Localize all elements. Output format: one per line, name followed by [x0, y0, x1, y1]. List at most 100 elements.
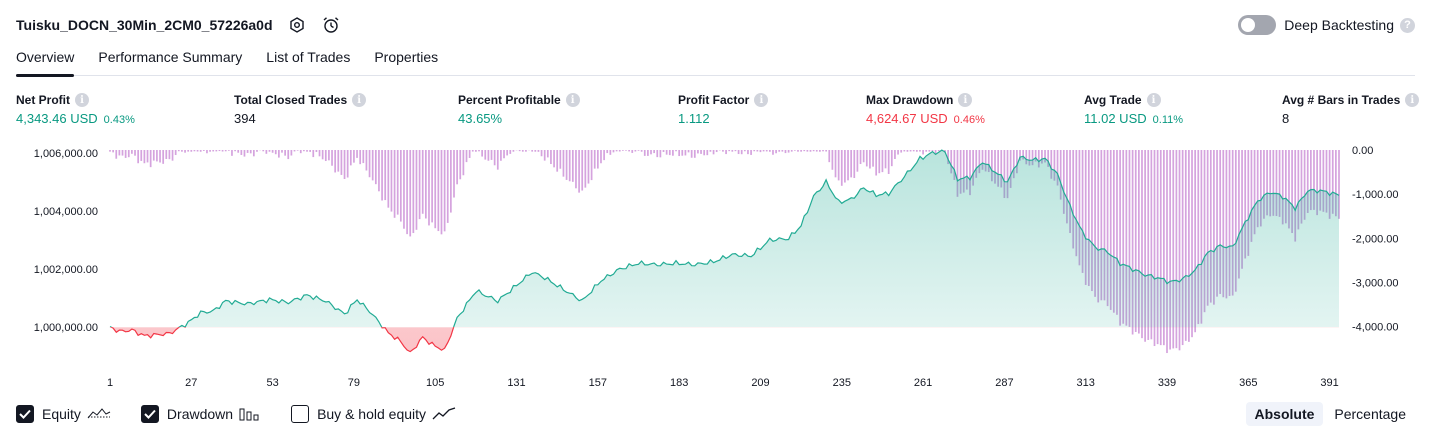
- drawdown-bar: [299, 150, 302, 154]
- drawdown-bar: [162, 150, 165, 164]
- deep-backtesting-toggle[interactable]: [1238, 15, 1277, 35]
- drawdown-bar: [127, 150, 130, 158]
- stat-net-profit: Net Profit i 4,343.46 USD 0.43%: [16, 93, 135, 126]
- drawdown-bar: [1047, 150, 1050, 167]
- drawdown-bar: [262, 150, 265, 152]
- drawdown-bar: [1259, 150, 1262, 227]
- drawdown-bar: [406, 150, 408, 235]
- x-axis-tick: 287: [995, 377, 1013, 389]
- drawdown-bar: [1116, 150, 1118, 315]
- drawdown-bar: [1322, 150, 1325, 212]
- drawdown-bar: [815, 150, 818, 152]
- drawdown-bar: [1313, 150, 1315, 210]
- drawdown-bar: [152, 150, 155, 161]
- tab-list-of-trades[interactable]: List of Trades: [266, 49, 351, 65]
- drawdown-bar: [765, 150, 768, 152]
- drawdown-bar: [978, 150, 981, 174]
- drawdown-bar: [525, 150, 527, 152]
- tab-overview[interactable]: Overview: [16, 46, 75, 77]
- drawdown-bar: [743, 150, 746, 152]
- legend-equity[interactable]: Equity: [16, 405, 111, 423]
- drawdown-bar: [349, 150, 352, 166]
- drawdown-bar: [1300, 150, 1303, 224]
- buy-hold-checkbox[interactable]: [291, 405, 310, 423]
- summary-stats: Net Profit i 4,343.46 USD 0.43% Total Clos…: [16, 93, 1420, 133]
- info-icon[interactable]: i: [75, 93, 89, 107]
- info-icon[interactable]: i: [352, 93, 367, 107]
- drawdown-bar: [159, 150, 161, 163]
- drawdown-bar: [809, 150, 812, 152]
- drawdown-bar: [740, 150, 743, 155]
- info-icon[interactable]: i: [1405, 93, 1420, 107]
- drawdown-bar: [115, 150, 118, 159]
- drawdown-bar: [1012, 150, 1015, 179]
- info-icon[interactable]: i: [958, 93, 973, 107]
- drawdown-bar: [565, 150, 568, 180]
- info-icon[interactable]: i: [1146, 93, 1161, 107]
- drawdown-bar: [1319, 150, 1322, 211]
- help-question-icon[interactable]: ?: [1400, 17, 1415, 33]
- drawdown-bar: [249, 150, 252, 154]
- deep-backtesting-label: Deep Backtesting: [1284, 17, 1394, 33]
- drawdown-bar: [781, 150, 784, 152]
- drawdown-bar: [697, 150, 699, 154]
- drawdown-bar: [359, 150, 362, 165]
- drawdown-bar: [428, 150, 430, 226]
- drawdown-bar: [1238, 150, 1240, 279]
- drawdown-bar: [281, 150, 283, 153]
- drawdown-bar: [484, 150, 487, 160]
- drawdown-bar: [875, 150, 878, 176]
- legend-drawdown[interactable]: Drawdown: [140, 405, 261, 423]
- drawdown-bar: [1325, 150, 1328, 213]
- legend-label: Equity: [42, 406, 81, 422]
- drawdown-bar: [390, 150, 393, 212]
- drawdown-bar: [1228, 150, 1231, 296]
- drawdown-bar: [912, 150, 915, 152]
- tab-performance-summary[interactable]: Performance Summary: [98, 49, 243, 65]
- drawdown-bar: [578, 150, 580, 193]
- toggle-knob: [1241, 18, 1256, 32]
- drawdown-bar: [356, 150, 358, 158]
- settings-gear-icon[interactable]: [287, 15, 307, 35]
- drawdown-bar: [634, 150, 637, 152]
- drawdown-bar: [171, 150, 174, 161]
- drawdown-bar: [890, 150, 893, 167]
- drawdown-bar: [1156, 150, 1159, 345]
- drawdown-bar: [1053, 150, 1056, 181]
- info-icon[interactable]: i: [754, 93, 769, 107]
- drawdown-bar: [575, 150, 577, 189]
- drawdown-checkbox[interactable]: [140, 405, 159, 423]
- drawdown-bar: [415, 150, 418, 230]
- equity-checkbox[interactable]: [16, 405, 34, 423]
- drawdown-bar: [1134, 150, 1137, 332]
- drawdown-bar: [496, 150, 499, 170]
- drawdown-bar: [956, 150, 959, 197]
- drawdown-bar: [534, 150, 537, 152]
- drawdown-bar: [840, 150, 843, 186]
- drawdown-bar: [919, 150, 921, 152]
- drawdown-bar: [556, 150, 559, 172]
- left-axis-tick: 1,000,000.00: [34, 322, 98, 334]
- drawdown-bar: [221, 150, 224, 152]
- x-axis-tick: 339: [1158, 377, 1176, 389]
- drawdown-bar: [762, 150, 765, 152]
- drawdown-bar: [759, 150, 762, 153]
- drawdown-bar: [512, 150, 515, 152]
- legend-buy-hold-equity[interactable]: Buy & hold equity: [291, 405, 456, 423]
- drawdown-bar: [931, 150, 934, 152]
- drawdown-bar: [703, 150, 706, 156]
- info-icon[interactable]: i: [565, 93, 580, 107]
- drawdown-bar: [265, 150, 268, 154]
- alarm-clock-icon[interactable]: [321, 15, 341, 35]
- drawdown-bar: [750, 150, 752, 155]
- drawdown-bar: [1163, 150, 1165, 346]
- stat-avg-bars-in-trades: Avg # Bars in Trades i 8: [1282, 93, 1420, 126]
- absolute-button[interactable]: Absolute: [1245, 402, 1324, 426]
- drawdown-bar: [446, 150, 449, 223]
- percentage-button[interactable]: Percentage: [1334, 406, 1406, 422]
- drawdown-bar: [190, 150, 193, 152]
- drawdown-bar: [506, 150, 509, 156]
- tab-properties[interactable]: Properties: [374, 49, 439, 65]
- drawdown-bar: [969, 150, 971, 196]
- equity-drawdown-chart[interactable]: 1,006,000.00 1,004,000.00 1,002,000.00 1,00…: [0, 140, 1431, 396]
